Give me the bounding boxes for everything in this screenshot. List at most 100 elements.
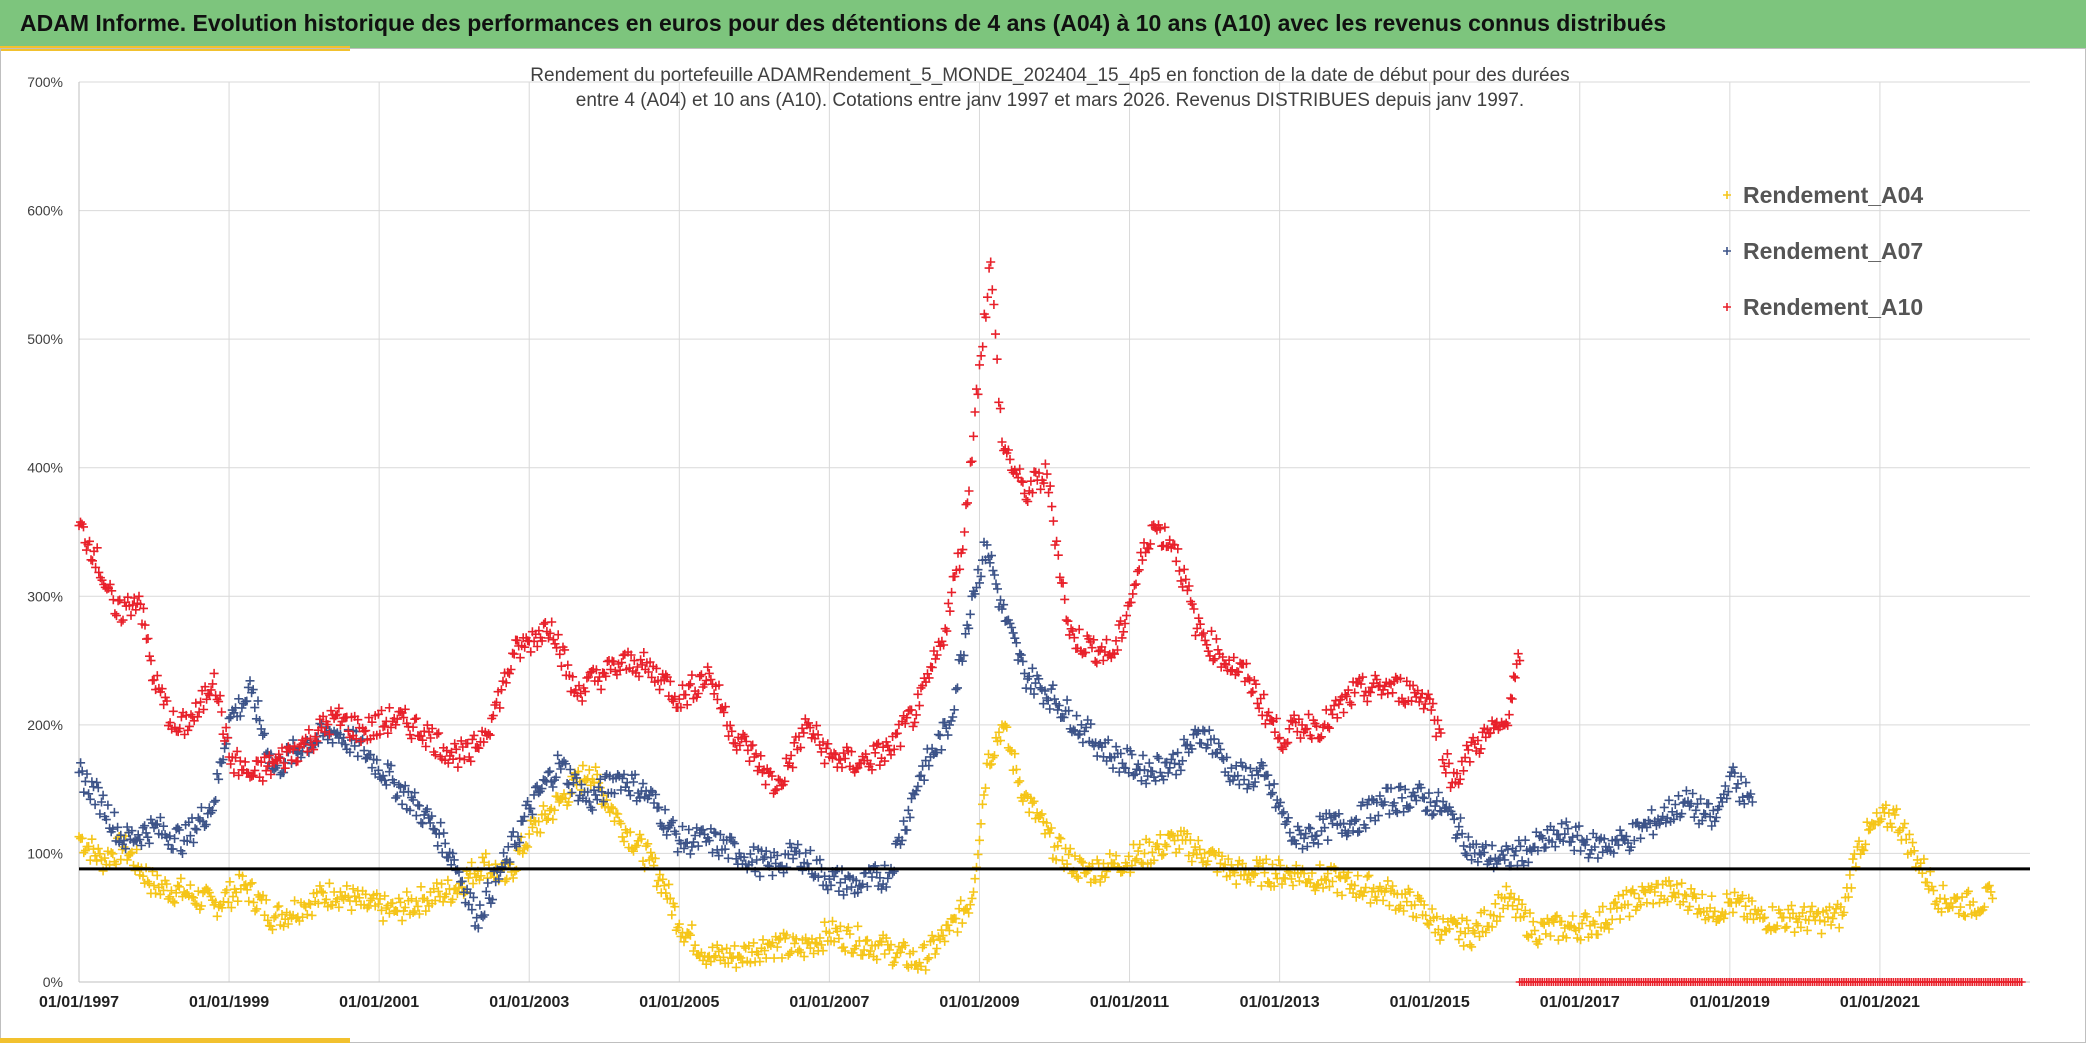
data-point-rendement-a04 bbox=[673, 923, 683, 932]
data-point-rendement-a04 bbox=[250, 906, 260, 916]
data-point-rendement-a07 bbox=[916, 770, 926, 780]
page-title: ADAM Informe. Evolution historique des p… bbox=[20, 10, 1667, 36]
data-point-rendement-a04 bbox=[1738, 891, 1747, 900]
data-point-rendement-a07 bbox=[250, 703, 260, 713]
data-point-rendement-a07 bbox=[972, 583, 981, 593]
data-point-rendement-a04 bbox=[749, 938, 759, 948]
data-point-rendement-a04 bbox=[1948, 902, 1958, 912]
data-point-rendement-a10 bbox=[1391, 672, 1401, 682]
data-point-rendement-a10 bbox=[118, 615, 128, 625]
data-point-rendement-a04 bbox=[1946, 898, 1956, 908]
data-point-rendement-a04 bbox=[1986, 887, 1996, 897]
data-point-rendement-a04 bbox=[1091, 875, 1101, 885]
data-point-rendement-a04 bbox=[174, 882, 184, 892]
data-point-rendement-a04 bbox=[92, 856, 102, 866]
data-point-rendement-a04 bbox=[1550, 912, 1560, 922]
data-point-rendement-a04 bbox=[1779, 912, 1789, 922]
data-point-rendement-a04 bbox=[1845, 870, 1855, 880]
data-point-rendement-a04 bbox=[394, 893, 404, 903]
data-point-rendement-a04 bbox=[242, 885, 252, 895]
data-point-rendement-a04 bbox=[1810, 915, 1820, 925]
data-point-rendement-a10 bbox=[1176, 576, 1186, 586]
data-point-rendement-a04 bbox=[1065, 844, 1075, 854]
data-point-rendement-a07 bbox=[422, 804, 432, 814]
data-point-rendement-a04 bbox=[606, 802, 616, 812]
data-point-rendement-a10 bbox=[1463, 745, 1473, 755]
data-point-rendement-a07 bbox=[1664, 795, 1674, 805]
data-point-rendement-a04 bbox=[350, 891, 360, 901]
data-point-rendement-a07 bbox=[214, 774, 224, 784]
data-point-rendement-a04 bbox=[260, 910, 270, 920]
data-point-rendement-a07 bbox=[414, 801, 424, 811]
data-point-rendement-a07 bbox=[173, 823, 183, 833]
data-point-rendement-a07 bbox=[201, 820, 211, 830]
data-point-rendement-a04 bbox=[1650, 887, 1660, 897]
data-point-rendement-a10 bbox=[837, 763, 847, 772]
data-point-rendement-a07 bbox=[911, 786, 921, 796]
data-point-rendement-a07 bbox=[1266, 789, 1276, 799]
data-point-rendement-a07 bbox=[1024, 672, 1034, 681]
data-point-rendement-a07 bbox=[410, 788, 420, 798]
data-point-rendement-a04 bbox=[304, 898, 314, 908]
data-point-rendement-a04 bbox=[1768, 902, 1777, 912]
data-point-rendement-a07 bbox=[384, 767, 394, 777]
data-point-rendement-a07 bbox=[851, 876, 861, 886]
data-point-rendement-a04 bbox=[1927, 882, 1937, 892]
data-point-rendement-a04 bbox=[1328, 877, 1337, 886]
data-point-rendement-a10 bbox=[1388, 688, 1398, 698]
data-point-rendement-a04 bbox=[152, 870, 162, 880]
data-point-rendement-a04 bbox=[1612, 903, 1622, 913]
data-point-rendement-a07 bbox=[703, 833, 713, 843]
data-point-rendement-a07 bbox=[378, 771, 388, 781]
data-point-rendement-a07 bbox=[924, 761, 934, 771]
data-point-rendement-a04 bbox=[1595, 907, 1604, 917]
data-point-rendement-a10 bbox=[577, 696, 587, 706]
data-point-rendement-a07 bbox=[1362, 800, 1372, 810]
data-point-rendement-a10 bbox=[1074, 624, 1084, 634]
data-point-rendement-a04 bbox=[354, 893, 364, 903]
data-point-rendement-a04 bbox=[851, 941, 861, 951]
data-point-rendement-a04 bbox=[1271, 869, 1281, 879]
data-point-rendement-a04 bbox=[1506, 889, 1516, 899]
data-point-rendement-a07 bbox=[76, 758, 86, 768]
data-point-rendement-a07 bbox=[685, 849, 695, 859]
data-point-rendement-a04 bbox=[1707, 891, 1717, 901]
data-point-rendement-a10 bbox=[1203, 646, 1213, 656]
data-point-rendement-a04 bbox=[1462, 915, 1472, 925]
data-point-rendement-a07 bbox=[380, 775, 390, 785]
data-point-rendement-a07 bbox=[256, 724, 266, 734]
data-point-rendement-a04 bbox=[318, 888, 328, 898]
data-point-rendement-a07 bbox=[638, 779, 648, 789]
data-point-rendement-a04 bbox=[1111, 851, 1121, 861]
data-point-rendement-a04 bbox=[1790, 927, 1800, 937]
data-point-rendement-a07 bbox=[793, 840, 803, 850]
data-point-rendement-a07 bbox=[531, 782, 540, 792]
data-point-rendement-a07 bbox=[79, 787, 89, 797]
data-point-rendement-a07 bbox=[1010, 633, 1020, 643]
data-point-rendement-a07 bbox=[1427, 810, 1437, 820]
data-point-rendement-a07 bbox=[372, 755, 382, 765]
data-point-rendement-a04 bbox=[1527, 929, 1537, 939]
data-point-rendement-a04 bbox=[985, 760, 995, 770]
data-point-rendement-a04 bbox=[263, 915, 273, 925]
data-point-rendement-a04 bbox=[280, 914, 290, 924]
data-point-rendement-a04 bbox=[1460, 929, 1470, 938]
data-point-rendement-a07 bbox=[185, 831, 195, 841]
data-point-rendement-a04 bbox=[818, 946, 828, 956]
data-point-rendement-a07 bbox=[948, 712, 958, 722]
data-point-rendement-a10 bbox=[453, 762, 463, 772]
data-point-rendement-a04 bbox=[635, 830, 645, 840]
data-point-rendement-a07 bbox=[690, 831, 700, 840]
data-point-rendement-a10 bbox=[1119, 627, 1128, 637]
data-point-rendement-a10 bbox=[812, 721, 821, 731]
data-point-rendement-a07 bbox=[679, 844, 689, 853]
data-point-rendement-a04 bbox=[1520, 906, 1530, 915]
data-point-rendement-a07 bbox=[824, 874, 834, 884]
chart-title-line-1: Rendement du portefeuille ADAMRendement_… bbox=[530, 65, 1569, 86]
data-point-rendement-a04 bbox=[1174, 844, 1184, 854]
data-point-rendement-a10 bbox=[1133, 567, 1143, 576]
data-point-rendement-a04 bbox=[1136, 858, 1146, 867]
data-point-rendement-a10 bbox=[966, 457, 975, 467]
data-point-rendement-a10 bbox=[745, 756, 754, 766]
data-point-rendement-a04 bbox=[745, 958, 755, 968]
